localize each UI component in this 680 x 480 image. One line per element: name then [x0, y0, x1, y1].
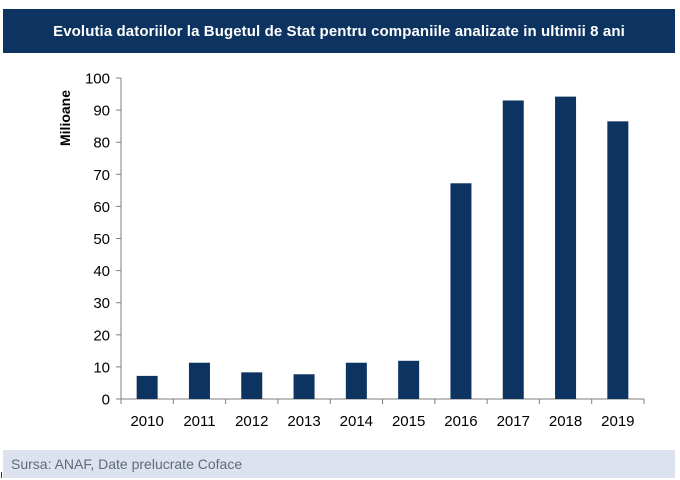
- source-note: Sursa: ANAF, Date prelucrate Coface: [11, 456, 243, 472]
- bar-2011: [188, 362, 210, 399]
- x-tick-label: 2013: [287, 413, 320, 430]
- edge-tick: [1, 472, 2, 478]
- y-tick-label: 10: [93, 359, 110, 376]
- bar-2019: [607, 121, 629, 400]
- x-tick-label: 2010: [130, 413, 163, 430]
- bar-2014: [345, 362, 367, 399]
- source-footer: Sursa: ANAF, Date prelucrate Coface: [3, 450, 675, 478]
- bar-2016: [450, 183, 472, 399]
- bar-2017: [502, 100, 524, 399]
- y-tick-label: 60: [93, 199, 110, 216]
- x-tick-label: 2016: [444, 413, 477, 430]
- x-tick-label: 2019: [601, 413, 634, 430]
- chart-title: Evolutia datoriilor la Bugetul de Stat p…: [53, 22, 625, 40]
- y-tick-label: 80: [93, 135, 110, 152]
- y-tick-label: 90: [93, 103, 110, 120]
- bar-2013: [293, 374, 315, 399]
- y-tick-label: 100: [85, 71, 110, 88]
- y-tick-label: 30: [93, 295, 110, 312]
- x-tick-label: 2017: [497, 413, 530, 430]
- x-tick-label: 2014: [340, 413, 373, 430]
- bar-2018: [555, 96, 577, 400]
- chart-title-bar: Evolutia datoriilor la Bugetul de Stat p…: [3, 9, 675, 53]
- bar-2015: [398, 360, 420, 399]
- y-axis-label: Milioane: [57, 90, 73, 146]
- y-tick-label: 70: [93, 167, 110, 184]
- x-tick-label: 2011: [183, 413, 215, 430]
- y-tick-label: 50: [93, 231, 110, 248]
- bar-2012: [241, 372, 263, 399]
- y-tick-label: 40: [93, 263, 110, 280]
- bar-2010: [136, 375, 158, 399]
- y-tick-label: 0: [102, 392, 110, 409]
- plot-area: 0 10 20 30 40 50 60 70 80 90 100 2010 2011 2012 2013 20…: [85, 71, 645, 430]
- y-tick-label: 20: [93, 327, 110, 344]
- x-tick-label: 2015: [392, 413, 425, 430]
- x-tick-label: 2018: [549, 413, 582, 430]
- x-tick-label: 2012: [235, 413, 268, 430]
